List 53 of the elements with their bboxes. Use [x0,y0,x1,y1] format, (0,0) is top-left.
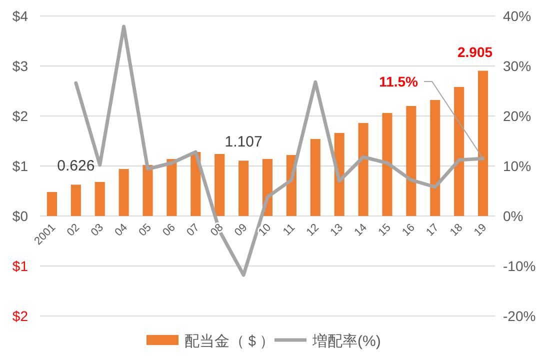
y2-tick-label: 40% [503,8,532,24]
bar [46,192,58,216]
x-tick-label: 02 [64,222,82,239]
bar [358,123,368,216]
y-tick-label: $1 [12,258,28,274]
x-tick-label: 10 [256,222,274,239]
x-tick-label: 12 [304,222,322,239]
bar [430,100,440,216]
bar [310,139,320,216]
bar [166,159,177,216]
y-tick-label: $2 [12,108,28,124]
x-tick-label: 11 [281,222,298,238]
y2-tick-label: 0% [503,208,524,224]
y2-tick-label: 10% [503,158,532,174]
bar [478,70,488,216]
bar [118,169,129,216]
data-label: 11.5% [379,74,419,90]
x-tick-label: 08 [208,222,226,239]
x-tick-label: 14 [352,222,370,239]
legend-label: 増配率(%) [312,333,381,350]
x-tick-label: 07 [184,222,202,239]
bar [70,184,81,216]
x-tick-label: 05 [136,222,154,239]
y-tick-label: $3 [12,58,28,74]
y-tick-label: $0 [12,208,28,224]
data-label: 2.905 [458,44,493,60]
x-tick-label: 17 [424,222,442,239]
x-tick-label: 19 [472,222,490,239]
x-tick-label: 13 [328,222,346,239]
y2-tick-label: -10% [503,258,536,274]
x-tick-label: 04 [112,222,130,239]
x-tick-label: 18 [448,222,466,239]
legend-label: 配当金（＄） [184,333,274,350]
data-label: 1.107 [224,134,262,151]
y-tick-label: $1 [12,158,28,174]
bar [214,154,225,216]
bar [94,182,105,216]
y2-tick-label: 20% [503,108,532,124]
x-tick-label: 06 [160,222,178,239]
bar [406,106,416,216]
x-tick-label: 16 [400,222,418,239]
bar [382,113,392,216]
data-label: 0.626 [57,158,95,175]
bar [454,87,464,216]
y2-tick-label: -20% [503,308,536,324]
y-tick-label: $2 [12,308,28,324]
y2-tick-label: 30% [503,58,532,74]
x-tick-label: 15 [376,222,394,239]
x-tick-label: 03 [88,222,106,239]
bar [238,160,249,216]
x-tick-label: 09 [232,222,250,239]
bar [142,165,153,216]
y-tick-label: $4 [12,8,28,24]
